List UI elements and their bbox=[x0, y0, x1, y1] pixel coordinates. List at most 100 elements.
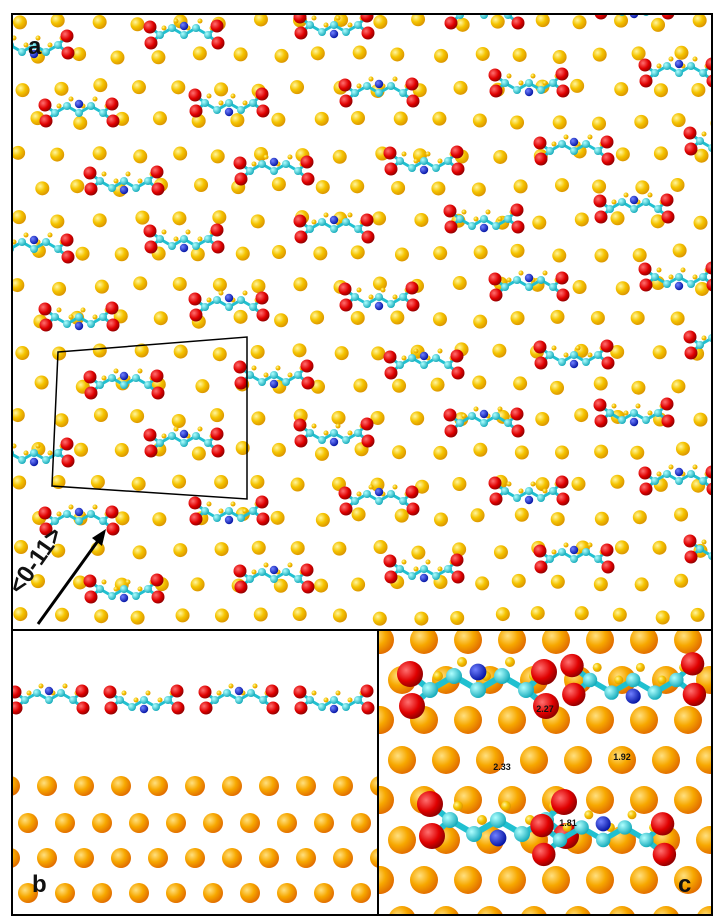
atom bbox=[85, 183, 98, 196]
panel-label: c bbox=[678, 871, 691, 898]
atom bbox=[361, 214, 374, 227]
atom bbox=[180, 430, 188, 438]
atom bbox=[575, 212, 589, 226]
atom bbox=[302, 173, 315, 186]
atom bbox=[162, 230, 167, 235]
atom bbox=[267, 702, 280, 715]
atom bbox=[626, 673, 640, 687]
atom bbox=[676, 442, 690, 456]
atom bbox=[272, 177, 286, 191]
atom bbox=[294, 419, 307, 432]
atom bbox=[129, 813, 149, 833]
atom bbox=[107, 523, 120, 536]
atom bbox=[654, 146, 668, 160]
atom bbox=[604, 685, 618, 699]
atom bbox=[696, 746, 713, 774]
atom bbox=[131, 611, 145, 625]
atom bbox=[330, 216, 338, 224]
atom bbox=[295, 702, 308, 715]
bond bbox=[1, 453, 10, 461]
atom bbox=[348, 213, 353, 218]
distance-label: 2.33 bbox=[493, 762, 511, 772]
atom bbox=[571, 477, 585, 491]
atom bbox=[0, 455, 8, 468]
atom bbox=[501, 79, 509, 87]
atom bbox=[454, 81, 468, 95]
atom bbox=[145, 445, 158, 458]
atom bbox=[231, 94, 236, 99]
atom bbox=[511, 204, 524, 217]
atom bbox=[498, 407, 503, 412]
atom bbox=[456, 419, 464, 427]
atom bbox=[251, 279, 265, 293]
atom bbox=[615, 540, 629, 554]
atom bbox=[402, 152, 407, 157]
atom bbox=[531, 74, 536, 79]
atom bbox=[45, 687, 53, 695]
atom bbox=[259, 848, 279, 868]
atom bbox=[396, 361, 404, 369]
atom bbox=[520, 746, 548, 774]
atom bbox=[48, 43, 53, 48]
atom bbox=[120, 594, 128, 602]
atom bbox=[511, 0, 524, 13]
atom bbox=[582, 548, 590, 556]
atom bbox=[395, 247, 409, 261]
atom bbox=[132, 374, 140, 382]
atom bbox=[402, 560, 407, 565]
atom bbox=[240, 813, 260, 833]
bond bbox=[646, 5, 658, 12]
atom bbox=[42, 238, 50, 246]
atom bbox=[129, 883, 149, 903]
atom bbox=[18, 238, 26, 246]
atom bbox=[593, 663, 602, 672]
atom bbox=[363, 490, 371, 498]
atom bbox=[444, 1, 457, 14]
atom bbox=[687, 62, 695, 70]
atom bbox=[536, 13, 550, 27]
atom bbox=[557, 493, 570, 506]
atom bbox=[648, 3, 653, 8]
atom bbox=[631, 381, 645, 395]
atom bbox=[291, 478, 305, 492]
atom bbox=[373, 15, 387, 29]
atom bbox=[546, 147, 554, 155]
atom bbox=[507, 482, 512, 487]
atom bbox=[663, 470, 671, 478]
atom bbox=[76, 685, 89, 698]
atom bbox=[87, 320, 95, 328]
atom bbox=[474, 0, 479, 4]
atom bbox=[231, 502, 236, 507]
atom bbox=[54, 245, 62, 253]
atom bbox=[558, 358, 566, 366]
atom bbox=[342, 218, 350, 226]
atom bbox=[168, 432, 176, 440]
atom bbox=[562, 683, 585, 706]
atom bbox=[675, 273, 683, 281]
atom bbox=[203, 813, 223, 833]
atom bbox=[384, 351, 397, 364]
atom bbox=[633, 510, 647, 524]
atom bbox=[39, 684, 44, 689]
atom bbox=[513, 376, 527, 390]
atom bbox=[691, 83, 705, 97]
atom bbox=[225, 507, 233, 515]
atom bbox=[702, 132, 707, 137]
atom bbox=[576, 346, 581, 351]
panel-label: a bbox=[28, 33, 42, 60]
atom bbox=[396, 565, 404, 573]
atom bbox=[584, 810, 593, 819]
atom bbox=[30, 449, 38, 457]
atom bbox=[57, 104, 62, 109]
atom bbox=[84, 167, 97, 180]
atom bbox=[295, 27, 308, 40]
atom bbox=[451, 554, 464, 567]
atom bbox=[420, 361, 428, 369]
atom bbox=[375, 497, 383, 505]
atom bbox=[663, 62, 671, 70]
atom bbox=[293, 277, 307, 291]
atom bbox=[444, 409, 457, 422]
atom bbox=[657, 268, 662, 273]
atom bbox=[702, 336, 707, 341]
atom bbox=[445, 221, 458, 234]
